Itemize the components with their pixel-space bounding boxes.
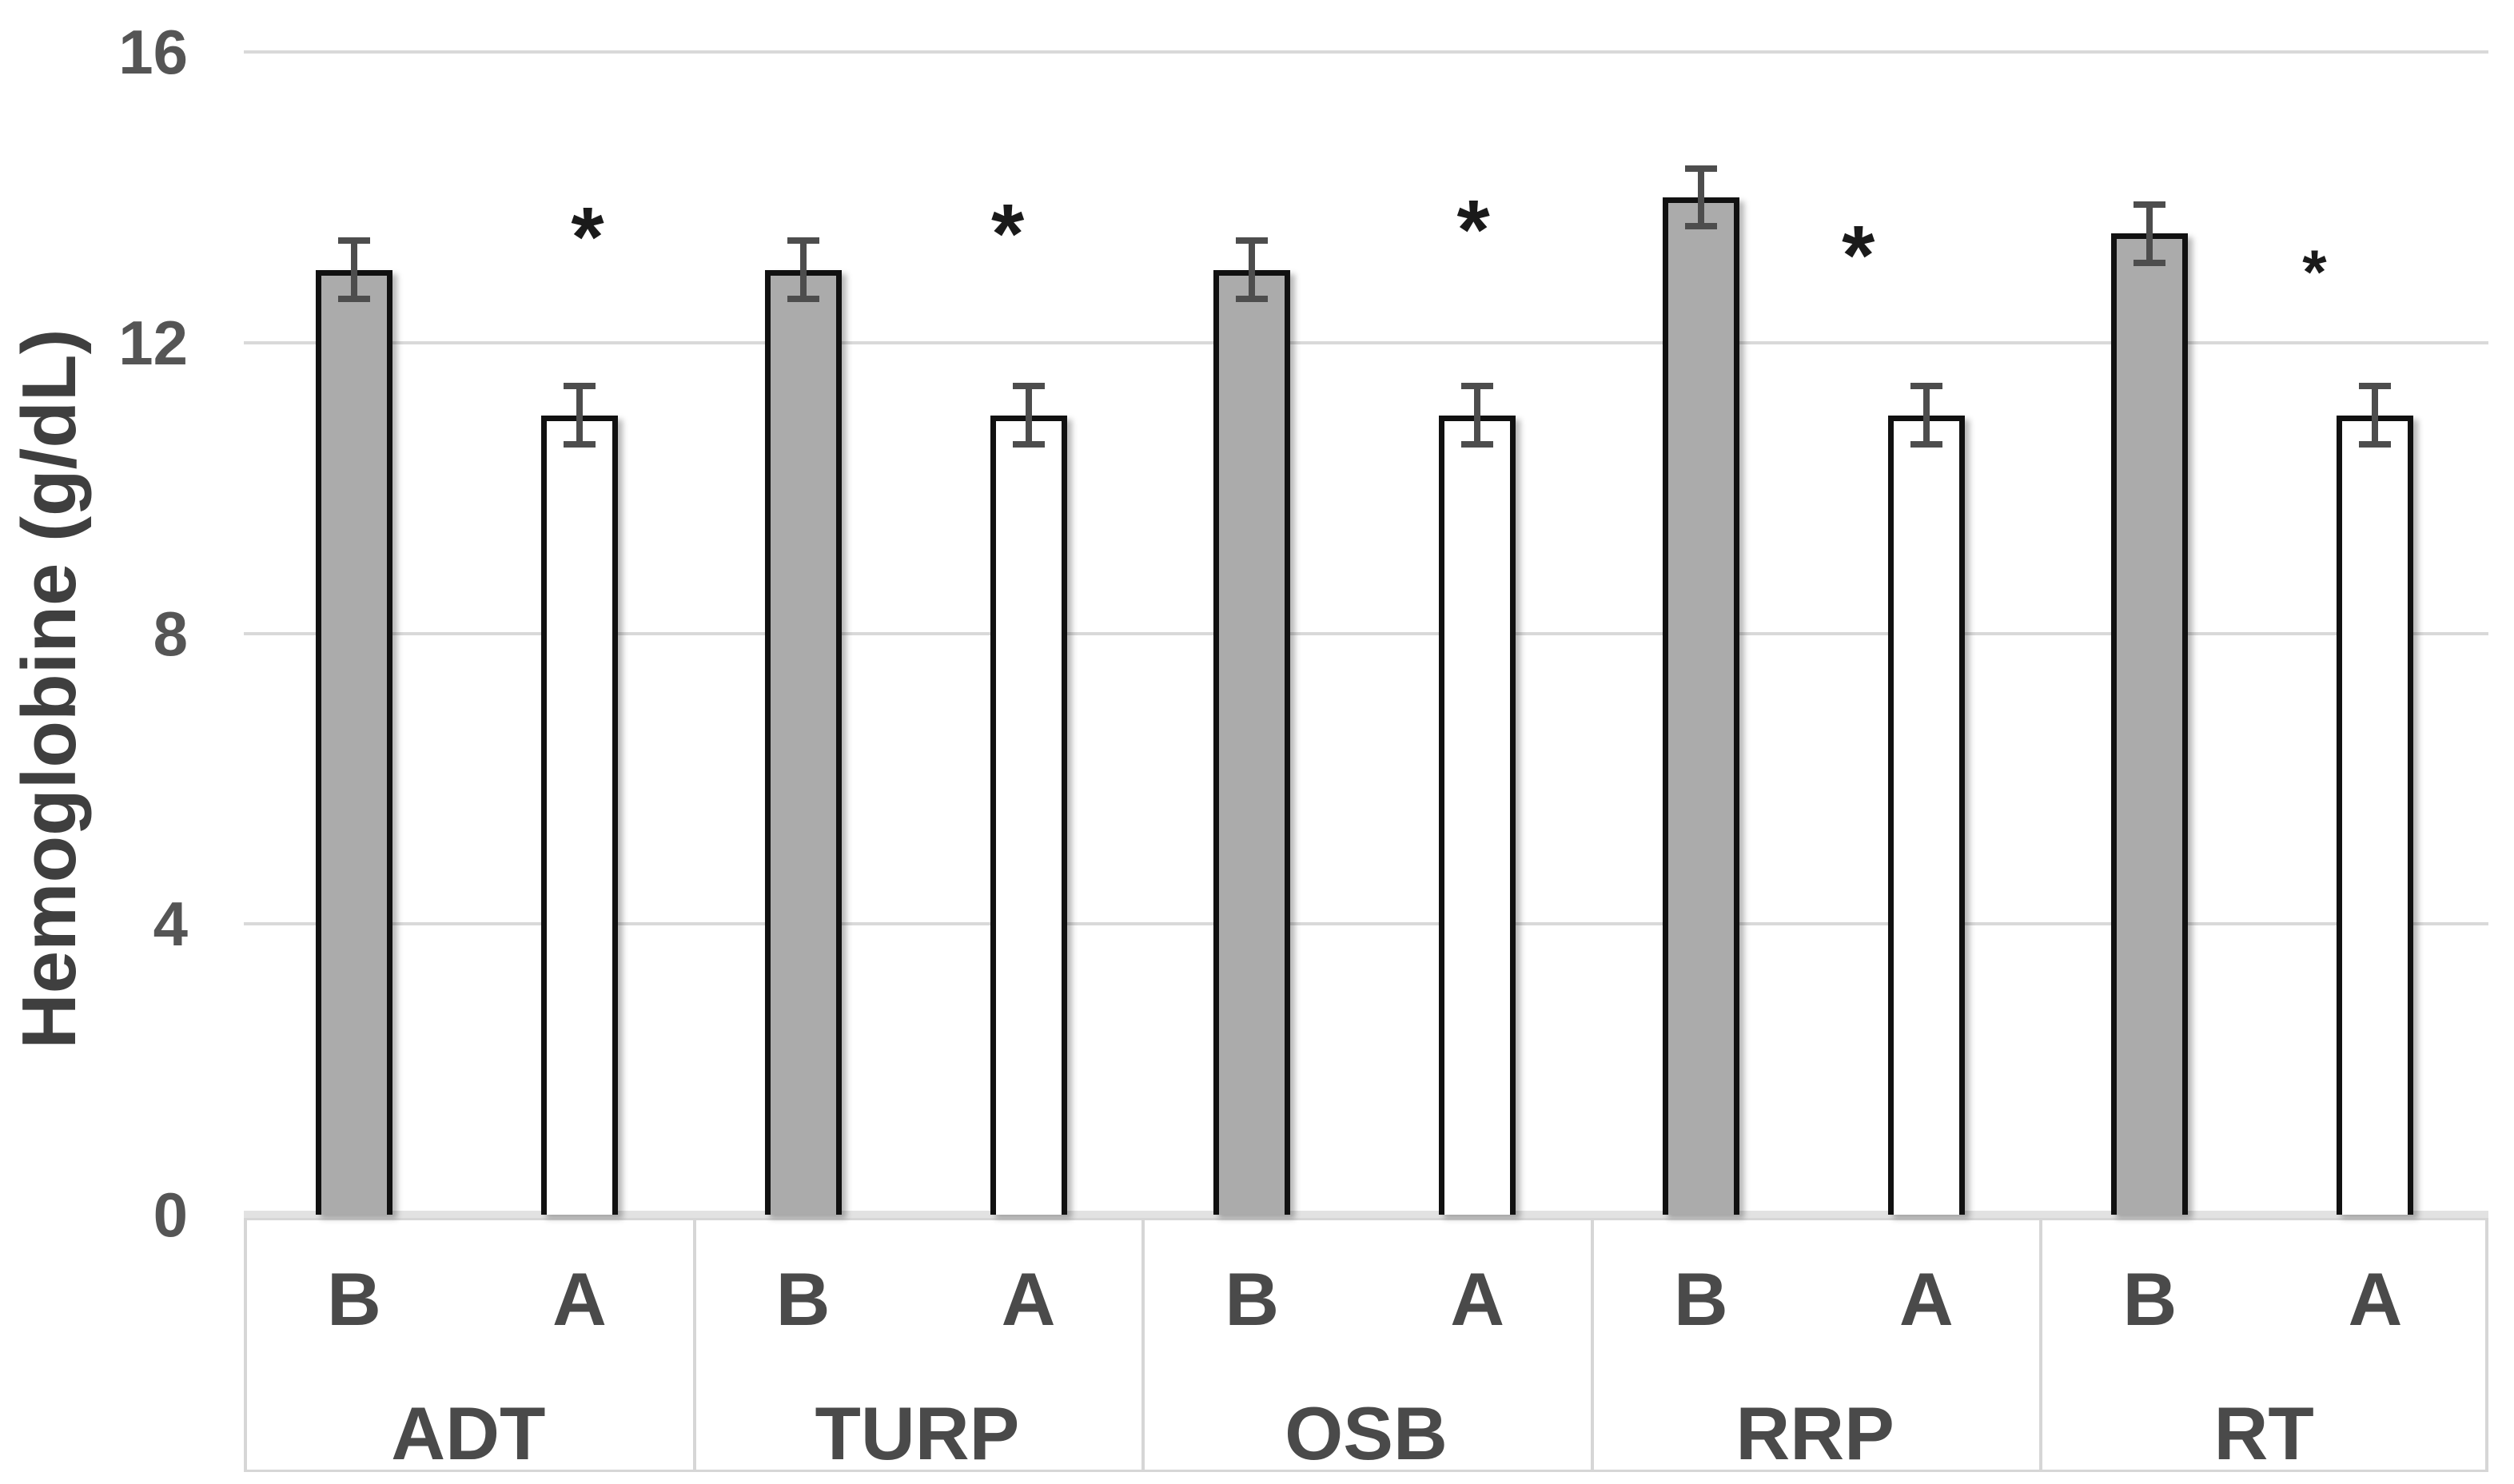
error-bar-cap [1236, 296, 1269, 303]
group-label-TURP: TURP [815, 1391, 1020, 1475]
error-bar-cap [1684, 223, 1717, 230]
error-bar-stem [1922, 386, 1930, 445]
error-bar-cap [1910, 383, 1942, 390]
bar-TURP-B [764, 269, 842, 1215]
bar-series-label: A [2348, 1257, 2403, 1341]
error-bar-cap [2134, 259, 2166, 266]
bar-series-label: B [775, 1257, 831, 1341]
bar-series-label: B [2122, 1257, 2177, 1341]
bar-RT-B [2111, 233, 2189, 1215]
error-bar-stem [351, 241, 357, 300]
significance-asterisk: * [571, 190, 604, 285]
significance-asterisk: * [2302, 236, 2327, 307]
bar-series-label: A [552, 1257, 607, 1341]
bar-series-label: B [327, 1257, 381, 1341]
bar-series-label: A [1001, 1257, 1056, 1341]
gridline [244, 50, 2488, 54]
error-bar-cap [1461, 441, 1494, 448]
group-label-RT: RT [2213, 1391, 2314, 1475]
bar-OSB-B [1213, 269, 1291, 1215]
error-bar-cap [1236, 237, 1269, 245]
y-tick-label: 16 [118, 17, 188, 87]
y-tick-label: 12 [118, 307, 188, 378]
error-bar-cap [1012, 383, 1045, 390]
bar-ADT-A [541, 415, 618, 1215]
error-bar-cap [338, 296, 370, 303]
error-bar-cap [1461, 383, 1494, 390]
error-bar-stem [2146, 204, 2153, 263]
y-tick-label: 4 [153, 889, 188, 960]
y-tick-label: 0 [153, 1180, 188, 1250]
bar-series-label: A [1450, 1257, 1505, 1341]
error-bar-cap [787, 296, 819, 303]
bar-OSB-A [1439, 415, 1516, 1215]
error-bar-cap [564, 441, 596, 448]
x-axis-group-cell [1141, 1218, 1591, 1472]
bar-RRP-B [1662, 197, 1739, 1215]
x-axis-group-cell [2039, 1218, 2488, 1472]
x-axis-group-cell [692, 1218, 1142, 1472]
gridline [244, 631, 2488, 635]
bar-TURP-A [990, 415, 1067, 1215]
group-label-ADT: ADT [391, 1391, 546, 1475]
error-bar-stem [1474, 386, 1481, 445]
error-bar-cap [2134, 201, 2166, 208]
error-bar-cap [564, 383, 596, 390]
error-bar-cap [1684, 165, 1717, 172]
error-bar-cap [1910, 441, 1942, 448]
y-tick-label: 8 [153, 598, 188, 669]
x-axis-group-cell [1590, 1218, 2040, 1472]
significance-asterisk: * [990, 186, 1025, 281]
bar-ADT-B [316, 269, 392, 1215]
bar-series-label: A [1898, 1257, 1954, 1341]
error-bar-stem [1249, 241, 1256, 300]
error-bar-stem [799, 241, 807, 300]
error-bar-cap [787, 237, 819, 245]
error-bar-cap [1012, 441, 1045, 448]
gridline [244, 922, 2488, 926]
group-label-RRP: RRP [1735, 1391, 1894, 1475]
bar-series-label: B [1225, 1257, 1280, 1341]
gridline [244, 340, 2488, 344]
x-axis-group-cell [244, 1218, 693, 1472]
error-bar-stem [2372, 386, 2379, 445]
significance-asterisk: * [1842, 208, 1875, 303]
significance-asterisk: * [1456, 183, 1490, 278]
group-label-OSB: OSB [1285, 1391, 1448, 1475]
error-bar-stem [576, 386, 583, 445]
error-bar-stem [1697, 168, 1704, 227]
bar-RT-A [2337, 415, 2414, 1215]
error-bar-cap [2359, 441, 2392, 448]
error-bar-cap [2359, 383, 2392, 390]
error-bar-cap [338, 237, 370, 245]
error-bar-stem [1025, 386, 1032, 445]
bar-series-label: B [1673, 1257, 1728, 1341]
bar-RRP-A [1887, 415, 1965, 1215]
